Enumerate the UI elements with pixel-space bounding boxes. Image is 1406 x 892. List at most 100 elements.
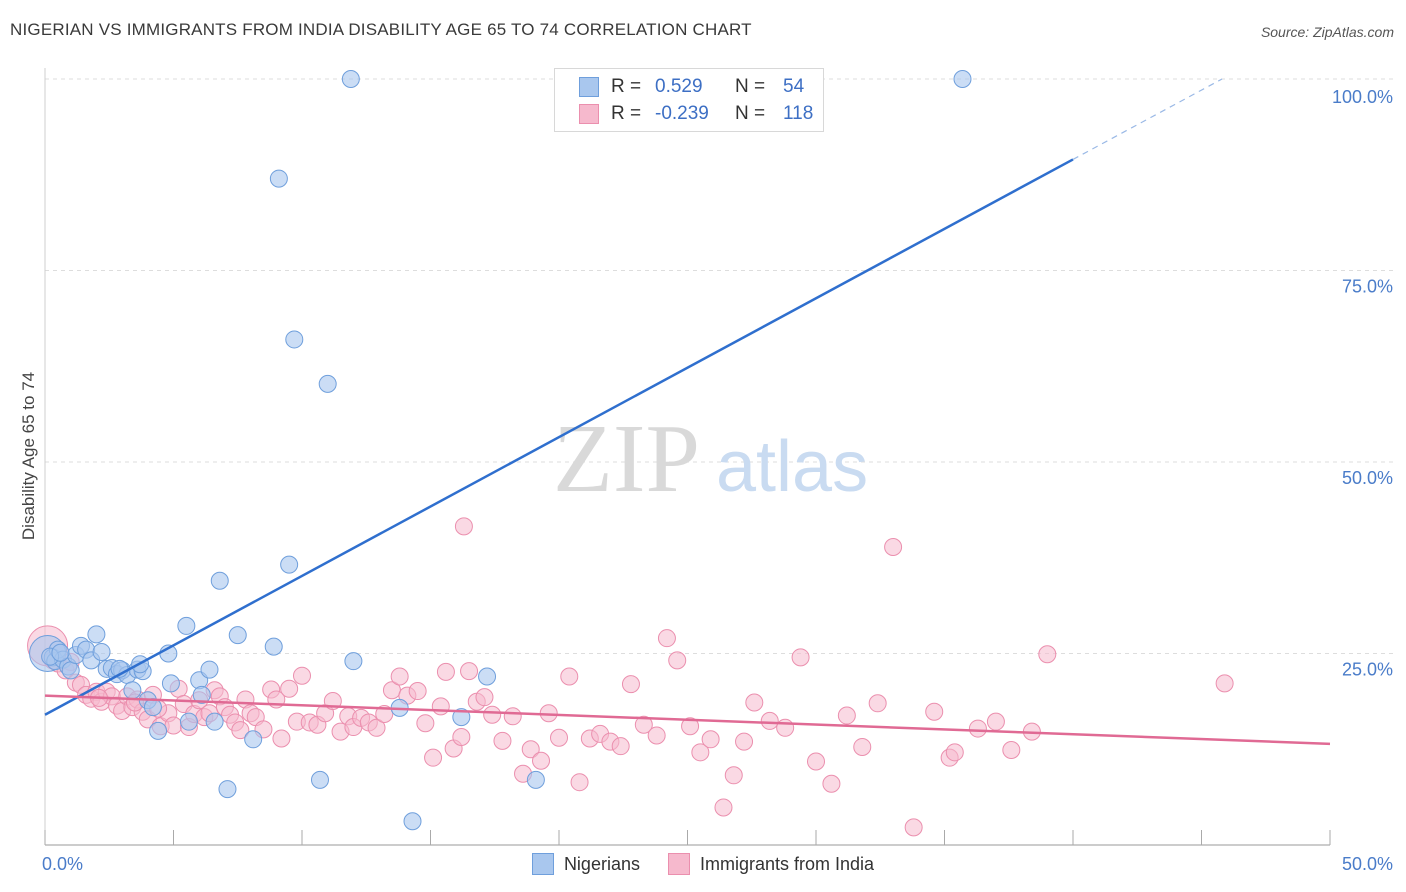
bottom-legend-label-nigerians: Nigerians: [563, 853, 640, 874]
legend-r-value: 0.529: [655, 76, 703, 97]
trend-lines: [44, 78, 1331, 746]
india-point: [431, 697, 450, 716]
source-label: Source: ZipAtlas.com: [1260, 24, 1394, 40]
india-point: [904, 818, 923, 837]
nigerian-point: [318, 374, 337, 393]
nigerian-point: [200, 660, 219, 679]
india-point: [657, 629, 676, 648]
india-trend-line: [44, 694, 1331, 746]
india-point: [293, 666, 311, 685]
india-point: [1002, 741, 1021, 760]
india-point: [1215, 674, 1234, 693]
india-point: [611, 737, 630, 756]
india-point: [822, 774, 841, 793]
nigerian-point: [51, 643, 70, 662]
nigerian-point: [310, 770, 329, 789]
india-point: [550, 728, 568, 747]
india-point: [634, 715, 653, 734]
nigerian-point: [264, 637, 283, 656]
nigerian-point: [92, 642, 111, 661]
india-point: [452, 727, 471, 746]
nigerian-point: [280, 555, 299, 574]
india-point: [968, 719, 987, 738]
india-point: [714, 798, 733, 817]
gridlines: [45, 78, 1393, 654]
india-point: [408, 682, 427, 701]
india-point: [986, 712, 1005, 731]
india-point: [868, 694, 887, 713]
india-point: [475, 688, 494, 707]
india-point: [647, 726, 666, 745]
india-point: [945, 743, 964, 762]
nigerian-point: [143, 698, 162, 717]
nigerian-point: [161, 674, 180, 693]
watermark: ZIP atlas: [553, 405, 868, 513]
india-point: [424, 748, 443, 767]
x-tick-label-min: 0.0%: [42, 854, 83, 874]
nigerian-point: [526, 770, 545, 789]
nigerian-point: [285, 330, 304, 349]
india-point: [621, 675, 640, 694]
india-point: [460, 662, 479, 681]
india-point: [272, 729, 291, 748]
y-axis-label: Disability Age 65 to 74: [19, 372, 38, 540]
india-point: [164, 716, 183, 735]
bottom-legend: Nigerians Immigrants from India: [0, 853, 1406, 875]
nigerian-point: [452, 708, 471, 727]
nigerian-point: [218, 780, 237, 799]
nigerian-point: [177, 616, 196, 635]
bottom-legend-swatch-nigerians: [531, 853, 554, 875]
india-point: [681, 717, 700, 736]
nigerian-point: [205, 712, 224, 731]
india-point: [884, 538, 903, 557]
nigerian-point: [228, 626, 247, 645]
india-point: [570, 773, 589, 792]
nigerian-point: [244, 730, 263, 749]
nigerians-trend-extension: [1072, 78, 1223, 160]
legend-r-label: R =: [611, 76, 642, 97]
y-tick-label: 100.0%: [1332, 87, 1393, 107]
india-point: [807, 752, 825, 771]
india-point: [724, 766, 743, 785]
bottom-legend-immigrants-india[interactable]: Immigrants from India: [667, 853, 874, 875]
legend-swatch-immigrants-india: [579, 104, 599, 124]
india-point: [390, 667, 409, 686]
india-point: [668, 651, 687, 670]
india-point: [503, 707, 522, 726]
nigerian-point: [478, 667, 497, 686]
india-point: [1038, 645, 1057, 664]
y-tick-labels: 25.0% 50.0% 75.0% 100.0%: [1332, 87, 1393, 680]
legend-row-immigrants-india: R = -0.239 N = 118: [579, 102, 813, 126]
nigerian-point: [210, 571, 229, 590]
legend-r-label: R =: [611, 103, 642, 124]
bottom-legend-nigerians[interactable]: Nigerians: [531, 853, 640, 875]
india-point: [280, 679, 299, 698]
x-tick-label-max: 50.0%: [1342, 854, 1393, 874]
bottom-legend-swatch-immigrants-india: [667, 853, 690, 875]
x-ticks: [44, 830, 1331, 845]
nigerian-point: [149, 721, 168, 740]
nigerian-point: [344, 652, 363, 671]
y-tick-label: 50.0%: [1342, 468, 1393, 488]
india-point: [701, 730, 720, 749]
chart-title: NIGERIAN VS IMMIGRANTS FROM INDIA DISABI…: [10, 20, 752, 39]
nigerian-point: [179, 712, 198, 731]
india-point: [231, 721, 250, 740]
india-point: [436, 662, 455, 681]
nigerian-point: [953, 70, 972, 88]
nigerian-point: [61, 661, 80, 680]
india-point: [521, 740, 540, 759]
india-point: [853, 737, 872, 756]
nigerian-point: [192, 685, 211, 704]
nigerians-trend-line: [44, 158, 1074, 716]
y-tick-label: 75.0%: [1342, 277, 1393, 297]
legend-r-value: -0.239: [655, 103, 709, 124]
india-point: [776, 718, 795, 737]
legend-n-value: 54: [783, 76, 805, 97]
india-point: [691, 743, 710, 762]
nigerian-point: [87, 625, 106, 644]
legend-n-label: N =: [735, 103, 766, 124]
watermark-atlas: atlas: [716, 427, 868, 507]
india-point: [367, 718, 386, 737]
